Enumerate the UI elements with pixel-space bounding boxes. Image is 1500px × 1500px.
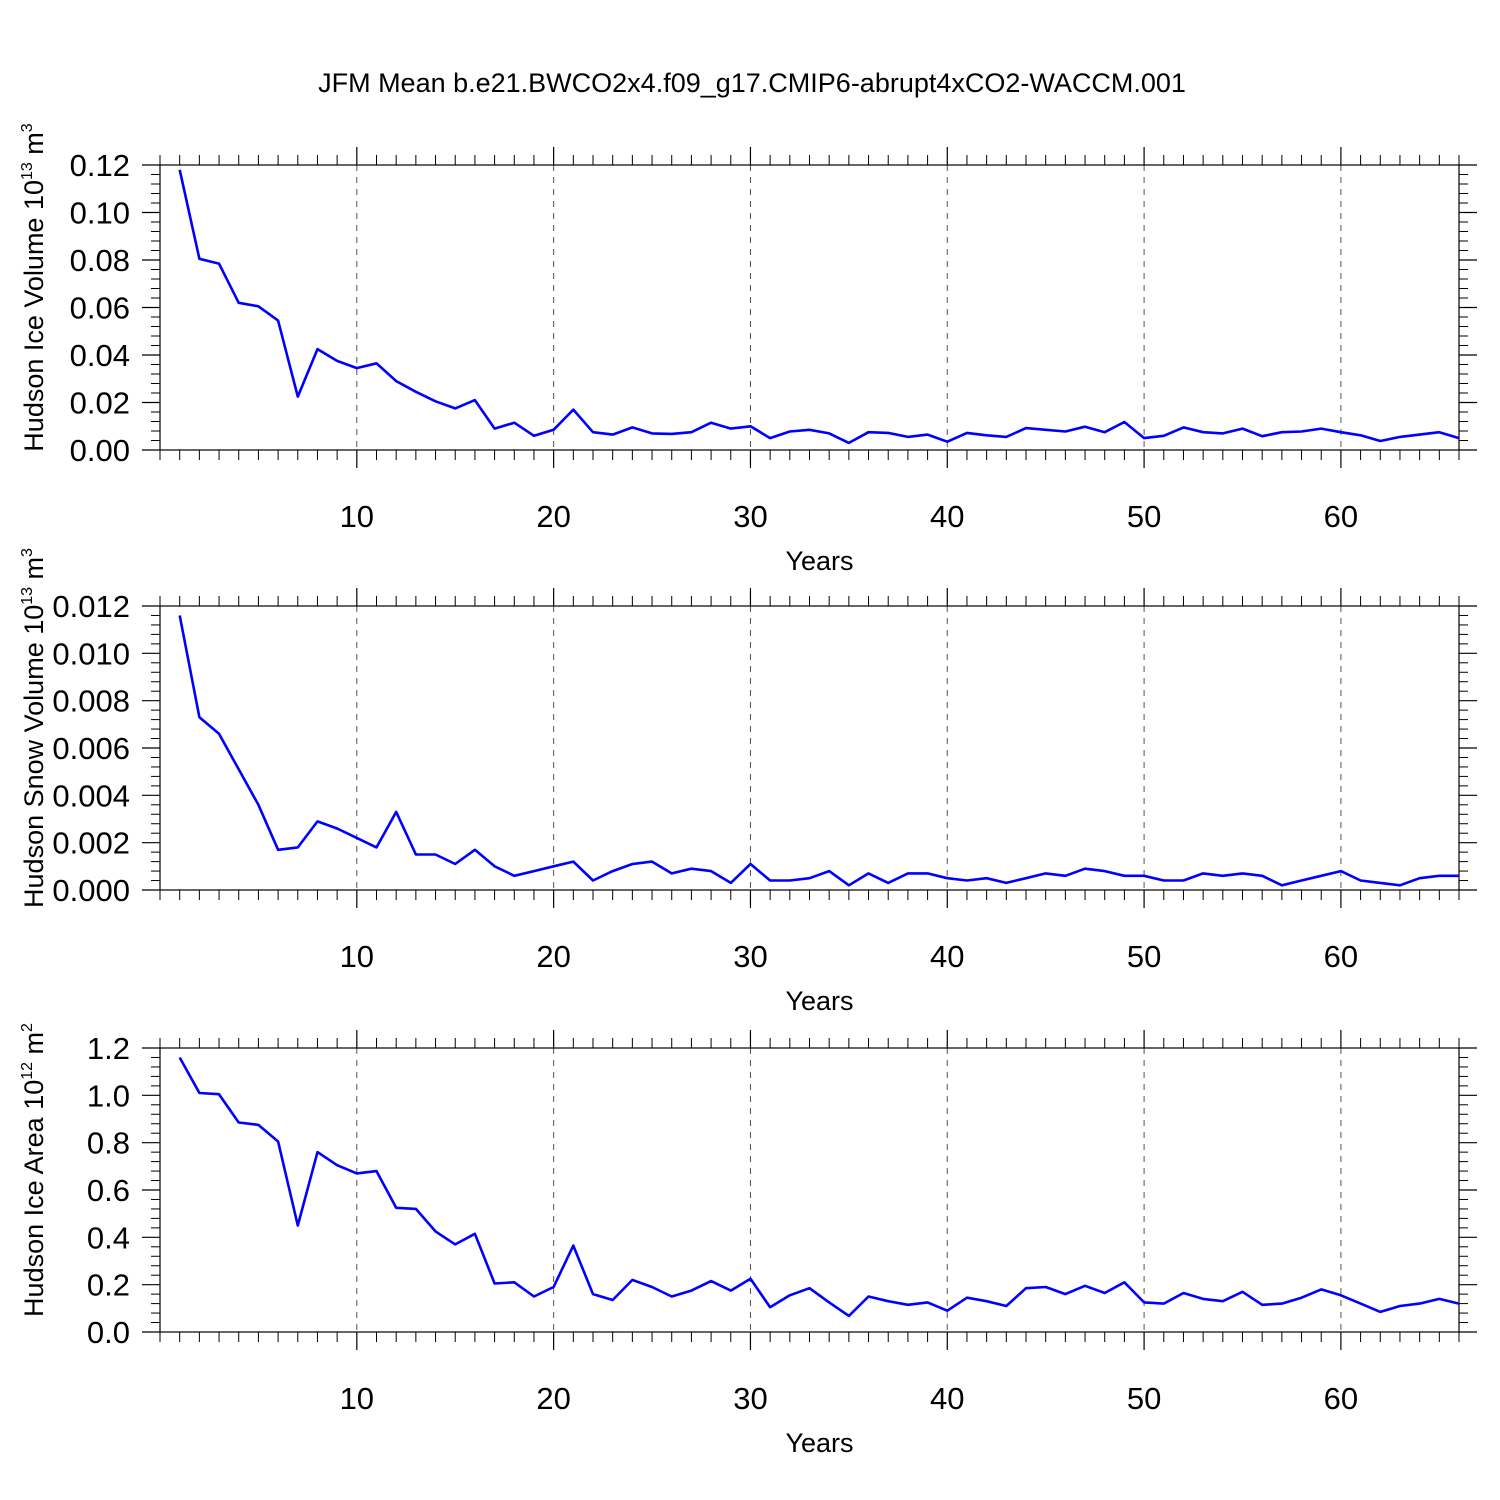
x-tick-label: 10: [340, 499, 374, 534]
y-tick-label: 0.012: [52, 589, 130, 624]
x-tick-label: 40: [930, 499, 964, 534]
x-axis-label: Years: [785, 986, 853, 1016]
x-tick-label: 40: [930, 1381, 964, 1416]
x-tick-label: 30: [733, 939, 767, 974]
x-tick-label: 50: [1127, 499, 1161, 534]
panel-ice-volume: 10 20 30 40 50 60 0.00 0.02 0.04 0.06 0.08 0.10 0.12…: [19, 123, 1477, 576]
x-tick-label: 10: [340, 1381, 374, 1416]
x-tick-label: 30: [733, 1381, 767, 1416]
x-axis-label: Years: [785, 1428, 853, 1458]
series-line: [178, 615, 1459, 887]
y-tick-label: 1.0: [87, 1078, 130, 1113]
series-line: [178, 1056, 1460, 1318]
plot-frame: [159, 1047, 1460, 1333]
y-tick-label: 0.4: [87, 1220, 130, 1255]
y-tick-label: 0.04: [70, 338, 130, 373]
x-tick-label: 20: [536, 499, 570, 534]
x-tick-label: 60: [1324, 1381, 1358, 1416]
figure-title: JFM Mean b.e21.BWCO2x4.f09_g17.CMIP6-abr…: [318, 68, 1186, 98]
y-tick-label: 0.06: [70, 291, 130, 326]
y-tick-label: 0.0: [87, 1315, 130, 1350]
y-tick-label: 0.08: [70, 243, 130, 278]
y-tick-label: 0.004: [52, 778, 130, 813]
y-tick-label: 1.2: [87, 1031, 130, 1066]
x-tick-label: 30: [733, 499, 767, 534]
y-tick-label: 0.6: [87, 1173, 130, 1208]
panel-ice-area: 10 20 30 40 50 60 0.0 0.2 0.4 0.6 0.8 1.0 1.2 Years Hu…: [19, 1023, 1477, 1458]
plot-frame: [159, 164, 1460, 451]
x-tick-label: 40: [930, 939, 964, 974]
y-tick-label: 0.010: [52, 636, 130, 671]
x-tick-label: 50: [1127, 939, 1161, 974]
y-tick-label: 0.002: [52, 826, 130, 861]
y-tick-label: 0.00: [70, 433, 130, 468]
plot-frame: [159, 605, 1460, 891]
y-tick-label: 0.8: [87, 1126, 130, 1161]
x-axis-label: Years: [785, 546, 853, 576]
panel-snow-volume: 10 20 30 40 50 60 0.000 0.002 0.004 0.006 0.008 0.0…: [19, 548, 1477, 1016]
x-tick-label: 20: [536, 1381, 570, 1416]
y-tick-label: 0.2: [87, 1268, 130, 1303]
series-line: [178, 169, 1460, 445]
y-axis-label: Hudson Ice Area 1012 m2: [19, 1023, 49, 1317]
y-tick-label: 0.02: [70, 386, 130, 421]
y-tick-label: 0.10: [70, 196, 130, 231]
x-tick-label: 60: [1324, 499, 1358, 534]
y-tick-label: 0.000: [52, 873, 130, 908]
y-tick-label: 0.006: [52, 731, 130, 766]
y-tick-label: 0.12: [70, 148, 130, 183]
x-tick-label: 10: [340, 939, 374, 974]
x-tick-label: 50: [1127, 1381, 1161, 1416]
y-tick-label: 0.008: [52, 684, 130, 719]
x-tick-label: 60: [1324, 939, 1358, 974]
y-axis-label: Hudson Snow Volume 1013 m3: [19, 548, 49, 908]
y-axis-label: Hudson Ice Volume 1013 m3: [19, 123, 49, 451]
x-tick-label: 20: [536, 939, 570, 974]
